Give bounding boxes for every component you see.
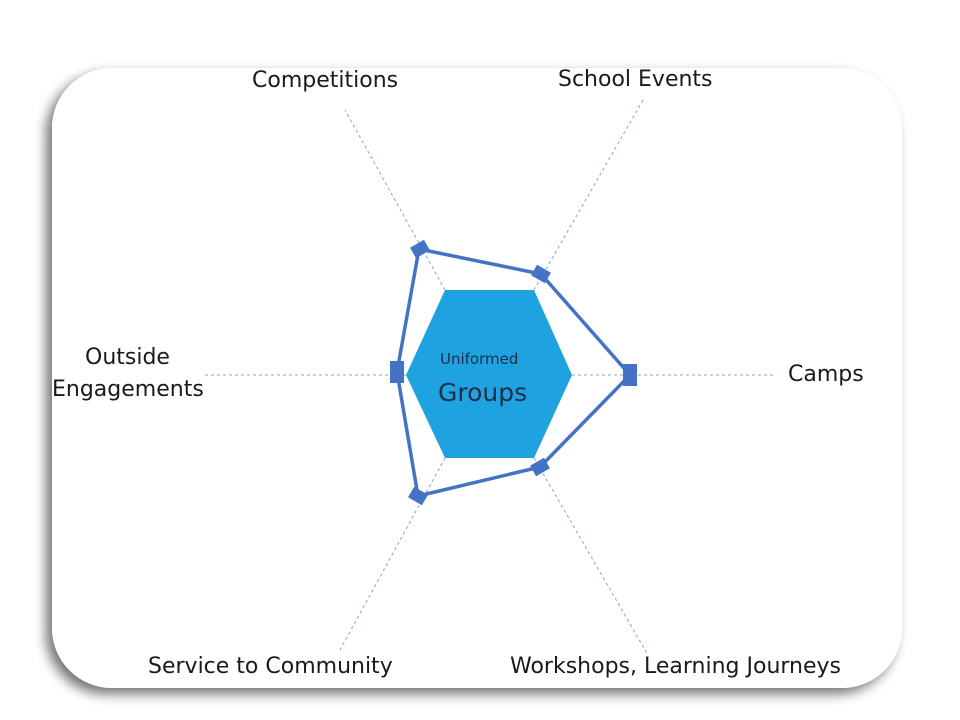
axis-school-events (533, 99, 644, 291)
marker-school-events (531, 264, 551, 284)
axis-competitions (344, 109, 446, 291)
marker-camps (623, 364, 637, 386)
label-workshops: Workshops, Learning Journeys (510, 654, 841, 679)
label-competitions: Competitions (252, 68, 399, 93)
center-hexagon (406, 290, 572, 458)
marker-outside (390, 361, 404, 383)
label-outside-line2: Engagements (52, 377, 204, 402)
label-service: Service to Community (148, 654, 393, 679)
axis-workshops (533, 457, 649, 656)
marker-workshops (530, 457, 550, 477)
marker-service (408, 486, 428, 506)
marker-competitions (410, 239, 430, 259)
center-label-line2: Groups (438, 378, 528, 407)
label-outside-line1: Outside (85, 345, 170, 370)
center-label-line1: Uniformed (440, 350, 519, 368)
axis-service (339, 457, 446, 651)
label-camps: Camps (788, 362, 864, 387)
axis-lines (205, 99, 775, 656)
label-school-events: School Events (558, 67, 713, 92)
